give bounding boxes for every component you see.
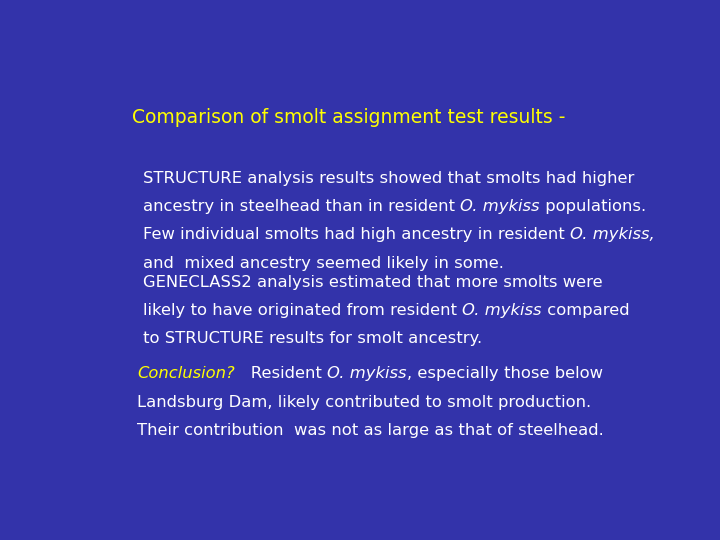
Text: and  mixed ancestry seemed likely in some.: and mixed ancestry seemed likely in some…	[143, 255, 504, 271]
Text: O. mykiss,: O. mykiss,	[570, 227, 654, 242]
Text: likely to have originated from resident: likely to have originated from resident	[143, 303, 462, 318]
Text: Comparison of smolt assignment test results -: Comparison of smolt assignment test resu…	[132, 109, 565, 127]
Text: populations.: populations.	[540, 199, 646, 214]
Text: Their contribution  was not as large as that of steelhead.: Their contribution was not as large as t…	[138, 423, 604, 438]
Text: , especially those below: , especially those below	[407, 366, 603, 381]
Text: Conclusion?: Conclusion?	[138, 366, 235, 381]
Text: O. mykiss: O. mykiss	[460, 199, 540, 214]
Text: to STRUCTURE results for smolt ancestry.: to STRUCTURE results for smolt ancestry.	[143, 332, 482, 346]
Text: Landsburg Dam, likely contributed to smolt production.: Landsburg Dam, likely contributed to smo…	[138, 395, 592, 409]
Text: STRUCTURE analysis results showed that smolts had higher: STRUCTURE analysis results showed that s…	[143, 171, 634, 186]
Text: compared: compared	[541, 303, 629, 318]
Text: ancestry in steelhead than in resident: ancestry in steelhead than in resident	[143, 199, 460, 214]
Text: Resident: Resident	[235, 366, 328, 381]
Text: O. mykiss: O. mykiss	[462, 303, 541, 318]
Text: O. mykiss: O. mykiss	[328, 366, 407, 381]
Text: Few individual smolts had high ancestry in resident: Few individual smolts had high ancestry …	[143, 227, 570, 242]
Text: GENECLASS2 analysis estimated that more smolts were: GENECLASS2 analysis estimated that more …	[143, 275, 603, 290]
